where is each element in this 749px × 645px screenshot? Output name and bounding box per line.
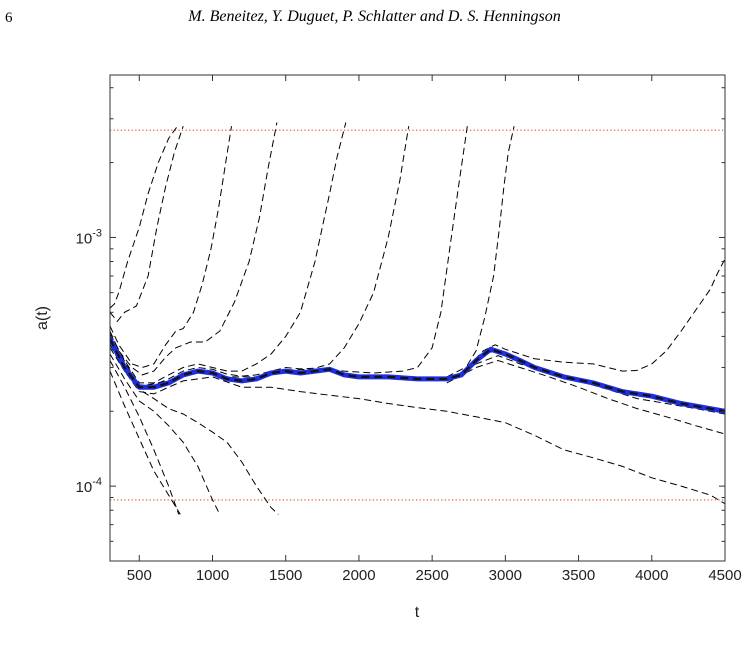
y-tick-label: 10-4 [76, 476, 102, 496]
x-tick-label: 1000 [196, 567, 229, 584]
edge-state [110, 336, 725, 414]
trajectory-line [460, 126, 515, 376]
x-tick-label: 2500 [415, 567, 448, 584]
trajectory-line [110, 126, 184, 323]
trajectory-line [446, 359, 725, 435]
trajectory-line [110, 125, 178, 309]
trajectory-line [110, 360, 180, 515]
running-head: M. Beneitez, Y. Duguet, P. Schlatter and… [188, 8, 561, 25]
x-tick-label: 3500 [562, 567, 595, 584]
trajectory-line [110, 370, 181, 515]
x-tick-label: 2000 [342, 567, 375, 584]
trajectory-line [110, 122, 278, 376]
trajectory-line [110, 126, 468, 387]
trajectory-line [110, 344, 725, 505]
edge-state-dashed-overlay [110, 338, 725, 413]
plot-background [110, 75, 725, 561]
x-axis-label: t [415, 604, 420, 621]
trajectory-line [110, 126, 232, 369]
page-number: 6 [5, 10, 13, 26]
trajectory-line [110, 353, 219, 512]
trajectory-line [110, 122, 347, 384]
x-tick-label: 4000 [635, 567, 668, 584]
x-tick-label: 3000 [489, 567, 522, 584]
x-axis-ticks: 500 1000 1500 2000 2500 3000 3500 4000 4500 [127, 75, 742, 584]
x-tick-label: 500 [127, 567, 152, 584]
trajectory-lines [110, 122, 725, 515]
x-tick-label: 1500 [269, 567, 302, 584]
x-tick-label: 4500 [708, 567, 741, 584]
y-axis-label: a(t) [34, 306, 51, 330]
trajectory-line [446, 355, 725, 415]
y-axis-ticks: 10-4 10-3 [76, 87, 725, 562]
y-tick-label: 10-3 [76, 227, 102, 247]
trajectory-line [446, 258, 725, 378]
plot-frame [109, 74, 726, 562]
